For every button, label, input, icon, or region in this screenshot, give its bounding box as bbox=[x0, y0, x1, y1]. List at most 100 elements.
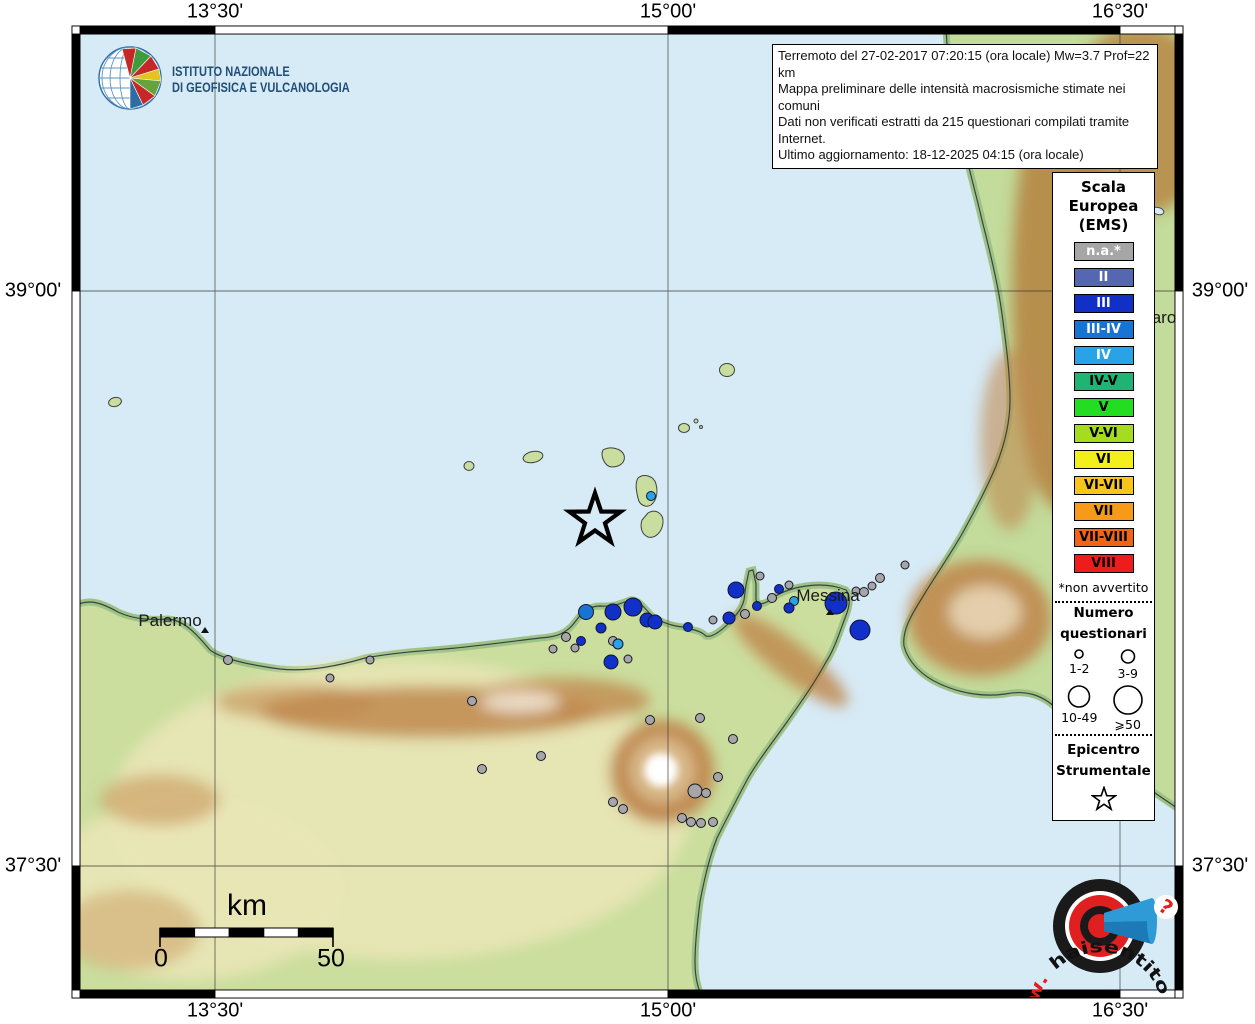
intensity-dot-III bbox=[647, 614, 663, 630]
question-mark-icon: ? bbox=[1154, 894, 1178, 920]
intensity-dot-na bbox=[677, 813, 687, 823]
legend-swatch-vi-vii: VI-VII bbox=[1073, 476, 1134, 495]
size-key-item: 10-49 bbox=[1056, 683, 1102, 732]
intensity-dot-na bbox=[561, 632, 571, 642]
axis-label-bottom: 15°00' bbox=[639, 999, 697, 1022]
legend-swatch-ii: II bbox=[1073, 268, 1134, 287]
scalebar-unit-label: km bbox=[227, 889, 267, 922]
info-line-updated: Ultimo aggiornamento: 18-12-2025 04:15 (… bbox=[778, 147, 1084, 162]
legend-divider bbox=[1055, 734, 1152, 736]
intensity-dot-na bbox=[728, 734, 738, 744]
intensity-dot-III bbox=[752, 601, 762, 611]
ingv-logo-text-line2: DI GEOFISICA E VULCANOLOGIA bbox=[172, 80, 350, 95]
intensity-dot-na bbox=[900, 560, 910, 570]
axis-label-top: 15°00' bbox=[639, 0, 697, 23]
etna-peak bbox=[644, 753, 678, 787]
island-vulcano bbox=[640, 510, 664, 538]
intensity-dot-na bbox=[477, 764, 487, 774]
intensity-dot-na bbox=[223, 655, 233, 665]
islet bbox=[693, 418, 699, 424]
legend-swatch-vii: VII bbox=[1073, 502, 1134, 521]
legend-swatch-vii-viii: VII-VIII bbox=[1073, 528, 1134, 547]
size-key-item: 1-2 bbox=[1056, 647, 1102, 681]
legend-swatch-iii-iv: III-IV bbox=[1073, 320, 1134, 339]
intensity-dot-IV bbox=[646, 491, 656, 501]
intensity-dot-na bbox=[687, 783, 703, 799]
intensity-dot-na bbox=[548, 644, 558, 654]
legend-swatch-vi: VI bbox=[1073, 450, 1134, 469]
islet bbox=[699, 425, 703, 429]
intensity-dot-na bbox=[708, 817, 718, 827]
size-key-label: 3-9 bbox=[1117, 666, 1138, 681]
size-key-label: 1-2 bbox=[1069, 661, 1090, 676]
legend-swatch-iv: IV bbox=[1073, 346, 1134, 365]
aeolian-islands bbox=[108, 363, 735, 538]
intensity-dot-III bbox=[604, 603, 622, 621]
axis-label-left: 37°30' bbox=[4, 854, 62, 877]
info-line-event: Terremoto del 27-02-2017 07:20:15 (ora l… bbox=[778, 48, 1150, 80]
epicenter-key-title: Epicentro Strumentale bbox=[1056, 742, 1151, 779]
legend-swatch-iii: III bbox=[1073, 294, 1134, 313]
axis-label-left: 39°00' bbox=[4, 279, 62, 302]
intensity-dot-na bbox=[696, 818, 706, 828]
intensity-dot-na bbox=[859, 587, 869, 597]
intensity-dot-III bbox=[623, 597, 643, 617]
legend-divider bbox=[1055, 601, 1152, 603]
island-stromboli bbox=[719, 363, 735, 377]
epicenter-star-icon bbox=[562, 486, 628, 548]
size-key-label: ⩾50 bbox=[1114, 717, 1141, 732]
intensity-dot-na bbox=[325, 673, 335, 683]
intensity-dot-III bbox=[774, 584, 784, 594]
epicenter-star-key-icon bbox=[1090, 786, 1117, 812]
ems-legend: Scala Europea (EMS) n.a.* II III III-IV IV IV… bbox=[1052, 172, 1155, 821]
earthquake-info-box: Terremoto del 27-02-2017 07:20:15 (ora l… bbox=[772, 44, 1158, 169]
legend-swatch-iv-v: IV-V bbox=[1073, 372, 1134, 391]
intensity-dot-na bbox=[467, 696, 477, 706]
legend-footnote: *non avvertito bbox=[1058, 580, 1149, 595]
axis-label-right: 37°30' bbox=[1191, 854, 1249, 877]
intensity-dot-na bbox=[365, 655, 375, 665]
questionnaires-title: Numero questionari bbox=[1060, 605, 1147, 642]
scalebar-start-label: 0 bbox=[154, 944, 168, 973]
intensity-dot-na bbox=[755, 571, 765, 581]
legend-swatch-n.a.*: n.a.* bbox=[1073, 242, 1134, 261]
intensity-dot-III bbox=[576, 636, 586, 646]
intensity-dot-na bbox=[645, 715, 655, 725]
intensity-dot-III bbox=[603, 654, 619, 670]
island-lipari bbox=[635, 475, 658, 507]
intensity-dot-III bbox=[824, 591, 848, 615]
island-salina bbox=[601, 447, 625, 468]
intensity-dot-na bbox=[618, 804, 628, 814]
intensity-dot-III bbox=[683, 622, 693, 632]
intensity-dot-III bbox=[722, 611, 736, 625]
intensity-dot-na bbox=[701, 788, 711, 798]
city-marker-palermo bbox=[201, 627, 209, 633]
island-panarea bbox=[678, 423, 690, 433]
size-key-item: ⩾50 bbox=[1105, 683, 1151, 732]
island-alicudi bbox=[463, 461, 475, 471]
city-label-aro: aro bbox=[1151, 308, 1177, 327]
intensity-dot-III bbox=[849, 619, 871, 641]
legend-swatch-viii: VIII bbox=[1073, 554, 1134, 573]
intensity-dot-na bbox=[708, 615, 718, 625]
size-key-label: 10-49 bbox=[1061, 710, 1098, 725]
city-label-palermo: Palermo bbox=[138, 611, 202, 630]
city-marker-messina bbox=[826, 609, 834, 615]
ingv-logo-text-line1: ISTITUTO NAZIONALE bbox=[172, 64, 290, 79]
intensity-dot-na bbox=[713, 772, 723, 782]
intensity-dot-na bbox=[784, 580, 794, 590]
info-line-map-type: Mappa preliminare delle intensità macros… bbox=[778, 81, 1126, 113]
legend-swatches: n.a.* II III III-IV IV IV-V V V-VI VI VI-VII VII VI… bbox=[1053, 242, 1154, 573]
info-line-data-source: Dati non verificati estratti da 215 ques… bbox=[778, 114, 1130, 146]
intensity-dot-III-IV bbox=[578, 604, 594, 620]
legend-swatch-v-vi: V-VI bbox=[1073, 424, 1134, 443]
intensity-dot-na bbox=[875, 573, 885, 583]
haisentito-logo: ? haisentito ilterremoto.it www. bbox=[1022, 879, 1178, 997]
legend-title: Scala Europea (EMS) bbox=[1068, 178, 1139, 234]
city-label-messina: Messina bbox=[796, 586, 860, 605]
intensity-dot-na bbox=[623, 654, 633, 664]
axis-label-bottom: 16°30' bbox=[1091, 999, 1149, 1022]
intensity-dot-na bbox=[867, 581, 877, 591]
island-filicudi bbox=[522, 450, 544, 464]
